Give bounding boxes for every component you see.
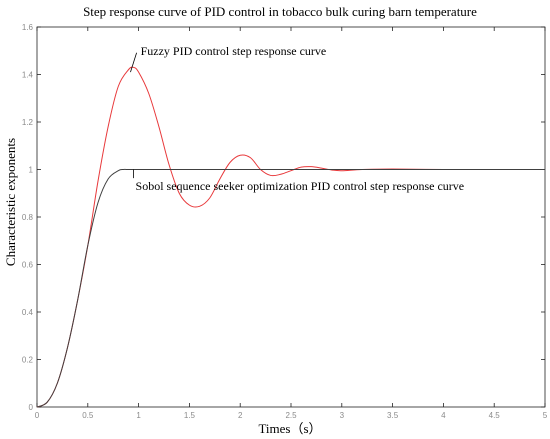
chart-title: Step response curve of PID control in to… — [83, 4, 477, 19]
x-tick-label: 3 — [340, 411, 345, 420]
y-axis-label: Characteristic exponents — [3, 138, 18, 266]
x-axis-label: Times（s） — [258, 421, 321, 436]
annotation-leader — [130, 52, 137, 73]
x-tick-label: 0.5 — [82, 411, 94, 420]
y-tick-label: 1.4 — [22, 71, 34, 80]
x-tick-label: 4.5 — [489, 411, 501, 420]
x-tick-label: 2.5 — [285, 411, 297, 420]
x-tick-label: 1 — [136, 411, 141, 420]
y-tick-label: 0 — [29, 403, 34, 412]
series-lines — [36, 66, 545, 408]
x-tick-label: 3.5 — [387, 411, 399, 420]
x-tick-labels: 0 0.5 1 1.5 2 2.5 3 3.5 4 4.5 5 — [35, 411, 548, 420]
annotations: Fuzzy PID control step response curve Sob… — [130, 44, 464, 193]
y-tick-label: 0.2 — [22, 356, 34, 365]
annotation-sobol-pid: Sobol sequence seeker optimization PID c… — [136, 179, 465, 193]
plot-axes — [36, 26, 546, 408]
sobol-pid-line — [36, 168, 545, 408]
y-tick-label: 1.2 — [22, 118, 34, 127]
y-tick-label: 0.4 — [22, 308, 34, 317]
y-tick-label: 0.6 — [22, 261, 34, 270]
y-tick-labels: 0 0.2 0.4 0.6 0.8 1 1.2 1.4 1.6 — [22, 23, 34, 412]
x-tick-label: 5 — [543, 411, 548, 420]
x-tick-label: 2 — [238, 411, 243, 420]
x-tick-label: 1.5 — [184, 411, 196, 420]
y-tick-label: 1.6 — [22, 23, 34, 32]
plot-frame — [36, 26, 546, 408]
annotation-fuzzy-pid: Fuzzy PID control step response curve — [141, 44, 327, 58]
y-tick-label: 0.8 — [22, 213, 34, 222]
fuzzy-pid-line — [36, 66, 545, 408]
x-tick-label: 0 — [35, 411, 40, 420]
y-tick-label: 1 — [29, 166, 34, 175]
x-tick-label: 4 — [441, 411, 446, 420]
